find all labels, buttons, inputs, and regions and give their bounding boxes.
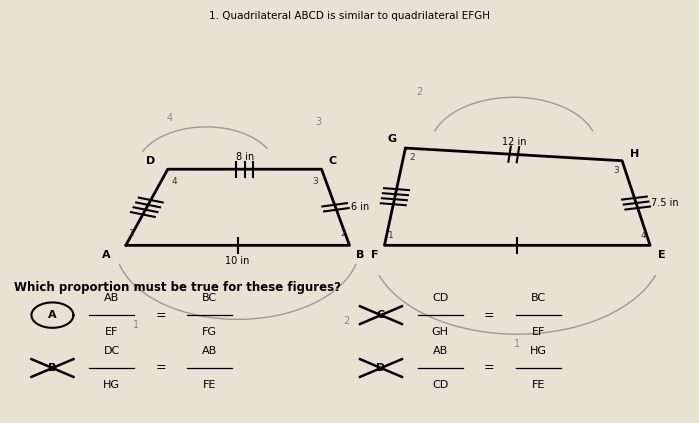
Text: 10 in: 10 in: [226, 256, 250, 266]
Text: EF: EF: [531, 327, 545, 337]
Text: CD: CD: [432, 380, 449, 390]
Text: 7.5 in: 7.5 in: [651, 198, 679, 208]
Text: 1: 1: [134, 320, 139, 330]
Text: GH: GH: [432, 327, 449, 337]
Text: FE: FE: [203, 380, 217, 390]
Text: AB: AB: [104, 293, 120, 303]
Text: F: F: [371, 250, 379, 260]
Text: A: A: [102, 250, 110, 261]
Text: =: =: [484, 309, 495, 321]
Text: 1: 1: [129, 229, 135, 238]
Text: 2: 2: [340, 229, 346, 238]
Text: 3: 3: [613, 166, 619, 175]
Text: Which proportion must be true for these figures?: Which proportion must be true for these …: [14, 281, 341, 294]
Text: 8 in: 8 in: [236, 151, 254, 162]
Text: 2: 2: [343, 316, 349, 326]
Text: 1: 1: [388, 231, 394, 240]
Text: AB: AB: [433, 346, 448, 356]
Text: HG: HG: [103, 380, 120, 390]
Text: C: C: [329, 156, 337, 166]
Text: AB: AB: [202, 346, 217, 356]
Text: =: =: [155, 362, 166, 374]
Text: D: D: [376, 363, 386, 373]
Text: BC: BC: [202, 293, 217, 303]
Text: E: E: [658, 250, 666, 260]
Text: EF: EF: [105, 327, 119, 337]
Text: 3: 3: [312, 177, 318, 186]
Text: 4: 4: [171, 177, 177, 186]
Text: B: B: [356, 250, 365, 261]
Text: 3: 3: [315, 117, 321, 127]
Text: CD: CD: [432, 293, 449, 303]
Text: FG: FG: [202, 327, 217, 337]
Text: FE: FE: [531, 380, 545, 390]
Text: =: =: [484, 362, 495, 374]
Text: 4: 4: [166, 113, 172, 123]
Text: G: G: [388, 134, 397, 144]
Text: 4: 4: [641, 231, 647, 240]
Text: 12 in: 12 in: [501, 137, 526, 147]
Text: BC: BC: [531, 293, 546, 303]
Text: 1. Quadrilateral ABCD is similar to quadrilateral EFGH: 1. Quadrilateral ABCD is similar to quad…: [209, 11, 490, 21]
Text: DC: DC: [103, 346, 120, 356]
Text: B: B: [48, 363, 57, 373]
Text: 6 in: 6 in: [351, 202, 369, 212]
Text: =: =: [155, 309, 166, 321]
Text: 2: 2: [409, 153, 415, 162]
Text: 2: 2: [417, 87, 422, 97]
Text: H: H: [630, 148, 640, 159]
Text: A: A: [48, 310, 57, 320]
Text: C: C: [377, 310, 385, 320]
Text: 1: 1: [514, 339, 520, 349]
Text: HG: HG: [530, 346, 547, 356]
Text: D: D: [146, 156, 155, 166]
